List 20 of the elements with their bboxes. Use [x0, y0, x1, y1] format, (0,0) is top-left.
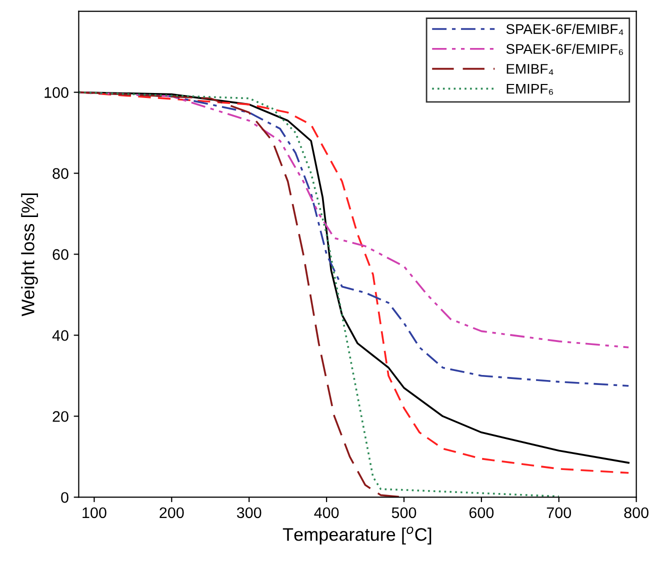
y-tick-label: 20 — [52, 411, 68, 422]
legend-label: SPAEK-6F/EMIBF₄ — [506, 24, 624, 36]
x-tick-label: 800 — [624, 507, 648, 518]
x-tick-label: 600 — [469, 507, 494, 518]
y-tick-label: 40 — [52, 330, 68, 341]
y-tick-label: 60 — [52, 249, 68, 260]
x-tick-label: 100 — [82, 507, 106, 518]
x-tick-label: 400 — [314, 507, 339, 518]
legend-label: EMIPF₆ — [506, 84, 554, 95]
x-tick-label: 700 — [546, 507, 572, 518]
y-axis-title: Weight loss [%] — [21, 193, 38, 316]
x-axis-title: Tempearature [$^{o}$C] — [282, 526, 432, 544]
y-tick-label: 80 — [52, 168, 68, 179]
x-tick-label: 300 — [236, 507, 262, 518]
legend-label: EMIBF₄ — [506, 64, 554, 75]
y-tick-label: 0 — [61, 492, 68, 503]
x-tick-label: 500 — [392, 507, 416, 518]
y-tick-label: 100 — [44, 87, 68, 98]
legend-label: SPAEK-6F/EMIPF₆ — [506, 44, 623, 56]
x-tick-label: 200 — [160, 507, 184, 518]
